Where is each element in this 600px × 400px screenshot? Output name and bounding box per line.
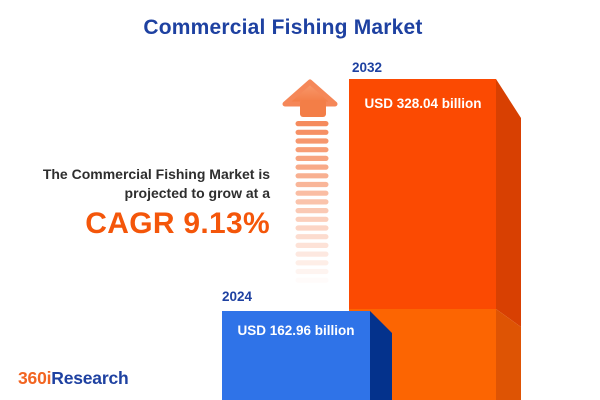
market-description: The Commercial Fishing Market is project… xyxy=(43,165,270,241)
bar-value-2032: USD 328.04 billion xyxy=(364,96,481,111)
bar-2024-side xyxy=(370,311,392,400)
bar-2032-side-lower xyxy=(496,309,521,400)
bar-value-2024: USD 162.96 billion xyxy=(237,323,354,338)
bar-2024-face xyxy=(222,311,370,400)
bar-2032-side-upper xyxy=(496,79,521,327)
description-line-1: The Commercial Fishing Market is xyxy=(42,166,270,182)
bar-2032-face-upper xyxy=(349,79,496,309)
logo-suffix: Research xyxy=(51,368,129,388)
page-title: Commercial Fishing Market xyxy=(143,16,423,39)
logo-prefix: 360i xyxy=(18,368,52,388)
arrow-dashes xyxy=(295,121,329,275)
bar-2024 xyxy=(222,311,392,400)
growth-arrow-icon xyxy=(282,79,338,275)
description-line-2: projected to grow at a xyxy=(124,185,270,201)
bar-label-2024: 2024 xyxy=(222,289,253,304)
bar-label-2032: 2032 xyxy=(352,60,382,75)
cagr-value: CAGR 9.13% xyxy=(85,207,270,240)
logo: 360iResearch xyxy=(18,368,129,389)
